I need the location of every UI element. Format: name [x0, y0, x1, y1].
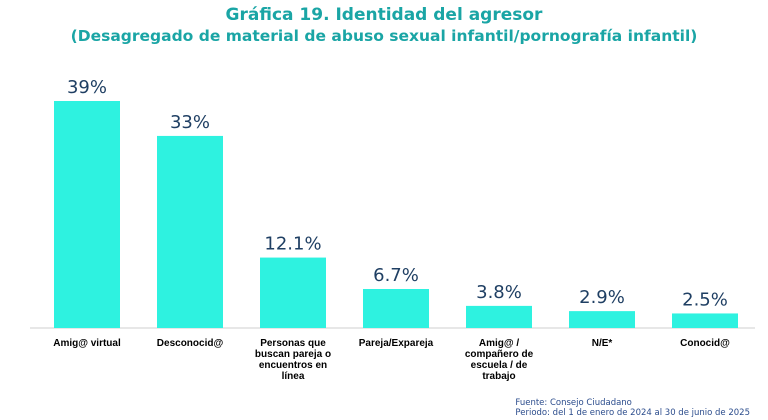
- bar: [569, 311, 635, 328]
- x-tick-label: Conocid@: [680, 338, 730, 349]
- data-label: 2.9%: [579, 287, 625, 308]
- source-text: Fuente: Consejo Ciudadano: [515, 398, 632, 408]
- bar: [260, 257, 326, 328]
- period-text: Periodo: del 1 de enero de 2024 al 30 de…: [515, 408, 750, 418]
- bar: [363, 289, 429, 328]
- data-label: 33%: [170, 112, 210, 133]
- x-tick-label: N/E*: [592, 338, 613, 349]
- data-label: 39%: [67, 77, 107, 98]
- bar: [157, 135, 223, 328]
- chart-subtitle: (Desagregado de material de abuso sexual…: [70, 27, 698, 45]
- x-tick-label: Desconocid@: [157, 338, 224, 349]
- x-tick-label: Pareja/Expareja: [359, 338, 434, 349]
- x-tick-label: Amig@ virtual: [53, 338, 121, 349]
- chart-title-block: Gráfica 19. Identidad del agresor (Desag…: [0, 4, 768, 47]
- bar: [672, 313, 738, 328]
- data-label: 2.5%: [682, 289, 728, 310]
- x-tick-label: Amig@ / compañero de escuela / de trabajo: [465, 338, 534, 382]
- data-label: 6.7%: [373, 265, 419, 286]
- source-note: Fuente: Consejo Ciudadano Periodo: del 1…: [515, 398, 750, 418]
- x-tick-label: Personas que buscan pareja o encuentros en…: [255, 338, 331, 382]
- bar: [466, 305, 532, 328]
- data-label: 3.8%: [476, 282, 522, 303]
- bar: [54, 101, 120, 328]
- data-label: 12.1%: [264, 234, 321, 255]
- chart-title: Gráfica 19. Identidad del agresor: [225, 5, 543, 25]
